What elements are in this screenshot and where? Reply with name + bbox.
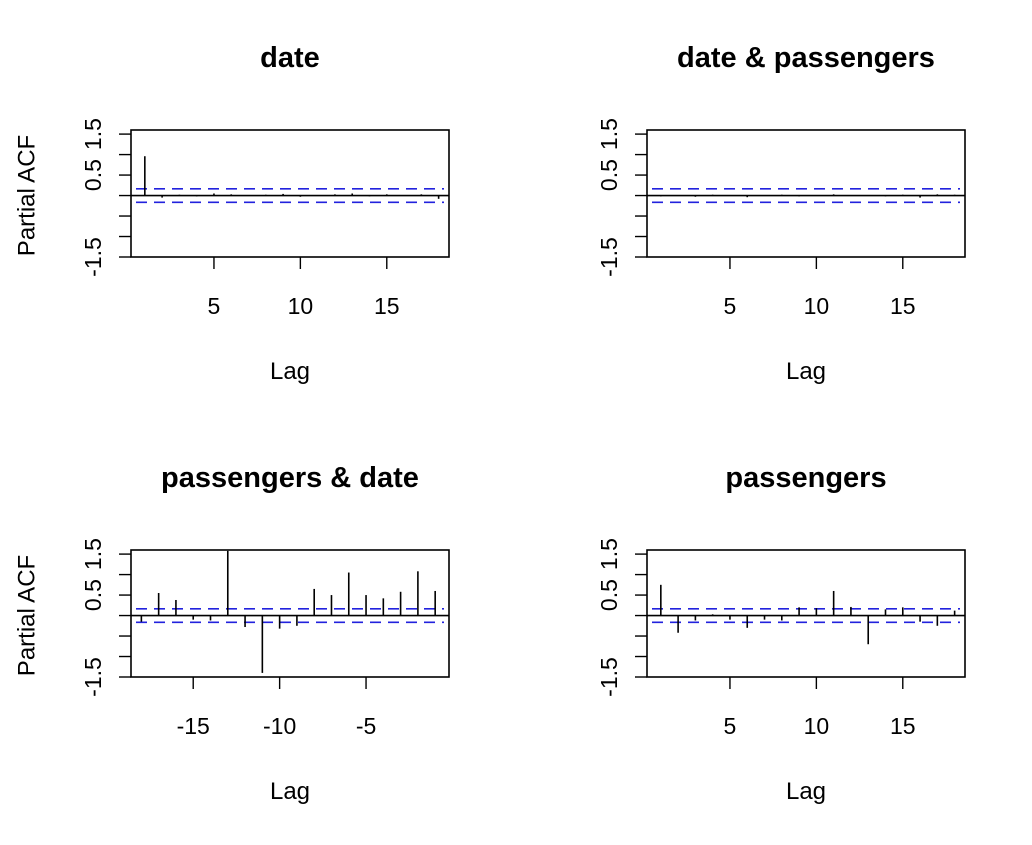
x-tick-label: 15 [890, 713, 916, 739]
panel-title: date & passengers [677, 42, 935, 74]
plot-frame [646, 549, 966, 678]
panel-title: passengers [725, 462, 886, 494]
x-axis-label: Lag [270, 358, 310, 385]
y-tick-label: 0.5 [596, 159, 622, 191]
x-tick-label: 5 [208, 293, 221, 319]
x-tick-label: 15 [374, 293, 400, 319]
x-axis-label: Lag [786, 778, 826, 805]
x-tick-label: -15 [177, 713, 210, 739]
y-tick-label: 1.5 [80, 538, 106, 570]
panel-title: passengers & date [161, 462, 419, 494]
x-tick-label: 15 [890, 293, 916, 319]
x-tick-label: 10 [804, 293, 830, 319]
x-axis-label: Lag [270, 778, 310, 805]
y-axis-label: Partial ACF [13, 135, 40, 256]
y-tick-label: 0.5 [596, 579, 622, 611]
y-tick-label: 1.5 [596, 118, 622, 150]
panel-title: date [260, 42, 320, 74]
y-tick-label: 1.5 [80, 118, 106, 150]
y-tick-label: -1.5 [80, 657, 106, 697]
x-tick-label: -5 [356, 713, 376, 739]
pacf-panel-2: date & passengers -1.5 0.5 1.5 5 10 15 Lag [596, 42, 966, 385]
x-axis-label: Lag [786, 358, 826, 385]
y-tick-label: 0.5 [80, 159, 106, 191]
y-tick-label: -1.5 [596, 657, 622, 697]
x-tick-label: 5 [724, 713, 737, 739]
x-tick-label: 5 [724, 293, 737, 319]
pacf-panel-3: passengers & date -1.5 0.5 1.5 -15 -10 -5 Lag Pa… [13, 462, 450, 805]
x-tick-label: 10 [804, 713, 830, 739]
plot-frame [130, 549, 450, 678]
y-axis-label: Partial ACF [13, 555, 40, 676]
pacf-panel-4: passengers -1.5 0.5 1.5 5 10 15 Lag [596, 462, 966, 805]
y-tick-label: -1.5 [596, 237, 622, 277]
y-tick-label: -1.5 [80, 237, 106, 277]
x-tick-label: 10 [288, 293, 314, 319]
y-tick-label: 1.5 [596, 538, 622, 570]
plot-frame [646, 129, 966, 258]
plot-frame [130, 129, 450, 258]
pacf-panel-1: date -1.5 0.5 1.5 5 10 15 Lag Partial ACF [13, 42, 450, 385]
x-tick-label: -10 [263, 713, 296, 739]
y-tick-label: 0.5 [80, 579, 106, 611]
